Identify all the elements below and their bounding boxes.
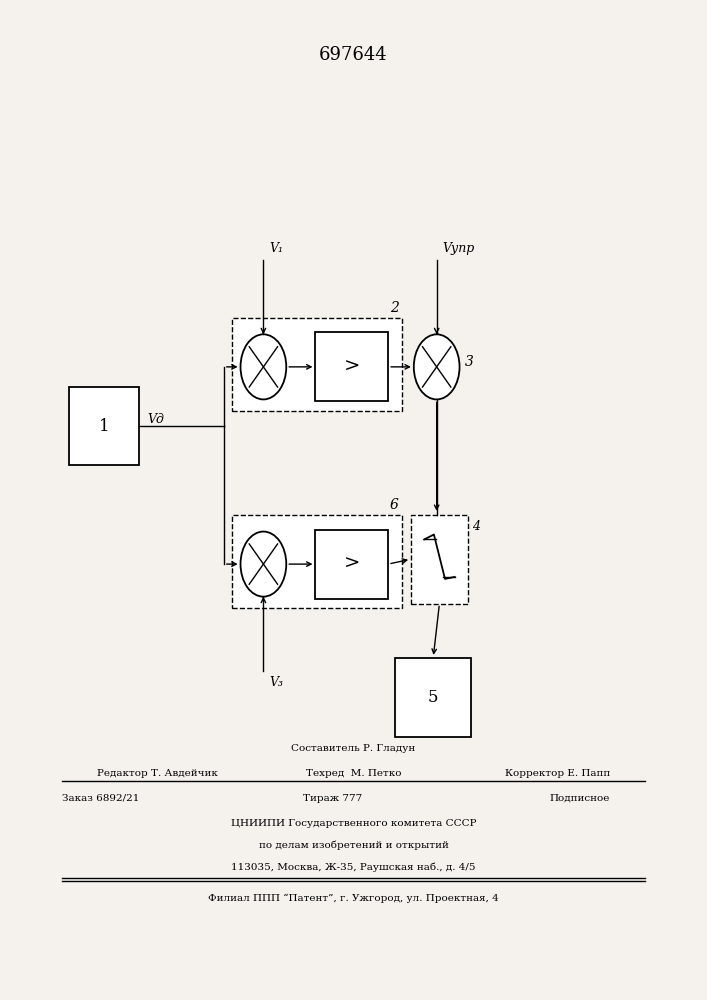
FancyBboxPatch shape (411, 515, 468, 604)
Text: 4: 4 (472, 520, 480, 533)
Text: Филиал ППП “Патент”, г. Ужгород, ул. Проектная, 4: Филиал ППП “Патент”, г. Ужгород, ул. Про… (208, 894, 499, 903)
Text: V₃: V₃ (269, 676, 283, 689)
Circle shape (414, 334, 460, 399)
Text: Техред  М. Петко: Техред М. Петко (305, 769, 402, 778)
FancyBboxPatch shape (315, 332, 388, 401)
Circle shape (240, 334, 286, 399)
Text: V₁: V₁ (269, 242, 283, 255)
Text: Составитель Р. Гладун: Составитель Р. Гладун (291, 744, 416, 753)
Text: Vупр: Vупр (442, 242, 474, 255)
Text: Корректор Е. Папп: Корректор Е. Папп (505, 769, 610, 778)
Text: Редактор Т. Авдейчик: Редактор Т. Авдейчик (97, 769, 218, 778)
Text: Vд: Vд (147, 413, 164, 426)
Text: Тираж 777: Тираж 777 (303, 794, 362, 803)
Text: >: > (344, 555, 360, 573)
Text: >: > (344, 358, 360, 376)
Text: 113035, Москва, Ж-35, Раушская наб., д. 4/5: 113035, Москва, Ж-35, Раушская наб., д. … (231, 862, 476, 872)
Text: 697644: 697644 (319, 46, 388, 64)
Text: 2: 2 (390, 301, 399, 315)
FancyBboxPatch shape (69, 387, 139, 465)
FancyBboxPatch shape (232, 515, 402, 608)
FancyBboxPatch shape (315, 530, 388, 599)
Text: Заказ 6892/21: Заказ 6892/21 (62, 794, 140, 803)
Text: Подписное: Подписное (549, 794, 610, 803)
Text: 1: 1 (99, 418, 110, 435)
Text: по делам изобретений и открытий: по делам изобретений и открытий (259, 841, 448, 850)
Text: 3: 3 (465, 355, 474, 369)
Text: ЦНИИПИ Государственного комитета СССР: ЦНИИПИ Государственного комитета СССР (230, 819, 477, 828)
Text: 6: 6 (390, 498, 399, 512)
FancyBboxPatch shape (232, 318, 402, 411)
FancyBboxPatch shape (395, 658, 472, 737)
Circle shape (240, 532, 286, 597)
Text: 5: 5 (428, 689, 438, 706)
